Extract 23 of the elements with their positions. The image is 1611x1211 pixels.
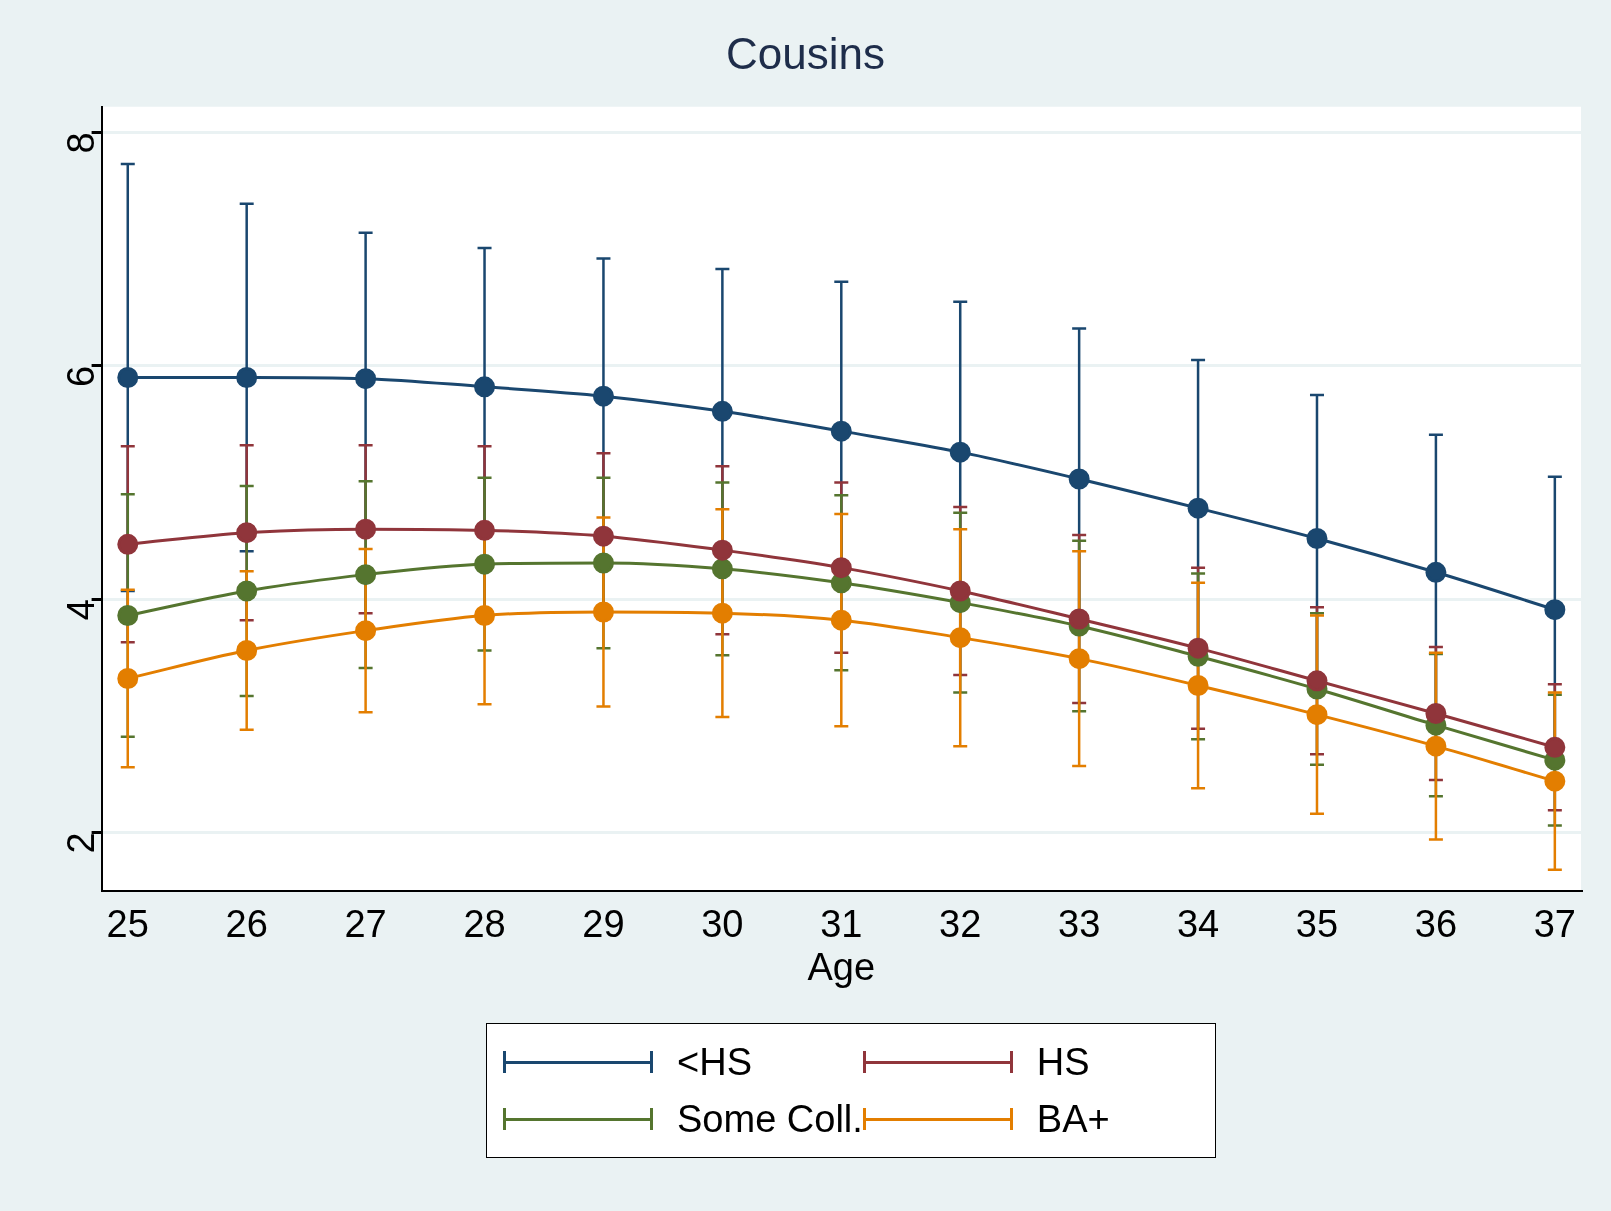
x-tick-label: 26 [225,903,268,946]
x-tick-label: 36 [1414,903,1458,946]
x-tick-label: 27 [344,903,387,946]
x-tick-label: 34 [1176,903,1220,946]
x-tick-label: 37 [1533,903,1576,946]
x-tick-label: 29 [582,903,625,946]
x-axis-title: Age [807,945,876,988]
x-tick-label: 28 [463,903,506,946]
legend-label: <HS [677,1040,752,1084]
y-tick-label: 2 [60,832,103,854]
legend-label: BA+ [1036,1097,1110,1141]
x-tick-label: 35 [1295,903,1339,946]
chart-title: Cousins [726,28,885,78]
x-tick-label: 30 [701,903,744,946]
legend-label: Some Coll. [677,1097,863,1141]
y-tick-label: 4 [60,599,103,621]
y-tick-label: 6 [60,365,103,387]
x-tick-label: 32 [939,903,982,946]
legend-label: HS [1036,1040,1090,1084]
x-tick-label: 25 [106,903,149,946]
x-tick-label: 33 [1058,903,1101,946]
x-tick-label: 31 [820,903,863,946]
y-tick-label: 8 [60,132,103,154]
